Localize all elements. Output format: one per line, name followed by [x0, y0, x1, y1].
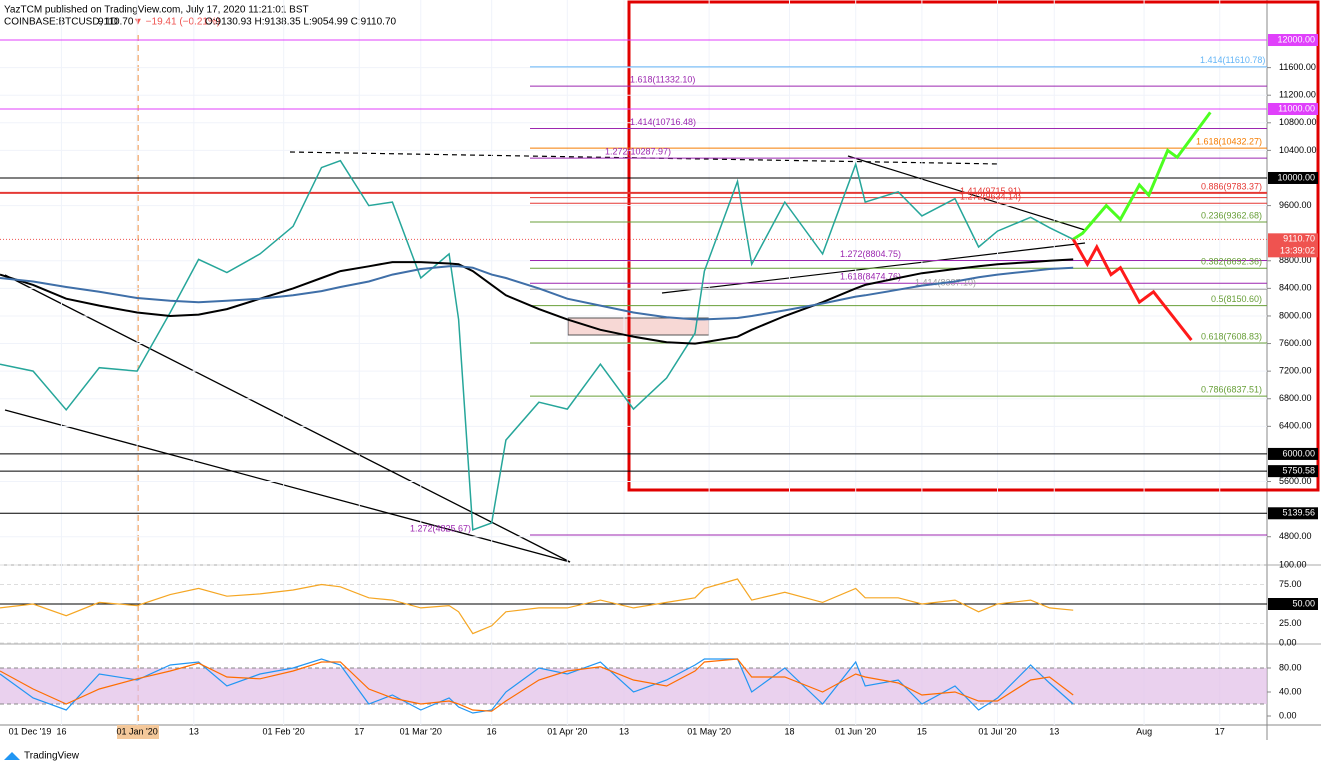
fib-label: 1.618(10432.27) — [1196, 137, 1262, 147]
last-price-tag — [1268, 233, 1318, 258]
date-highlight — [117, 725, 159, 739]
x-tick-label: 18 — [785, 726, 795, 736]
fib-label: 1.414(9715.91) — [960, 186, 1021, 196]
level-tag — [1268, 171, 1318, 184]
y-tick-label: 7600.00 — [1279, 338, 1312, 348]
level-tag-label: 12000.00 — [1277, 34, 1315, 44]
stoch-line — [0, 658, 1074, 712]
level-tag-label: 10000.00 — [1277, 172, 1315, 182]
rsi-tick-label: 50.00 — [1292, 598, 1315, 608]
trendline — [4, 274, 571, 563]
y-tick-label: 7200.00 — [1279, 366, 1312, 376]
stoch-tick-label: 40.00 — [1279, 686, 1302, 696]
stoch-tick-label: 0.00 — [1279, 710, 1297, 720]
price-line — [0, 258, 1074, 345]
y-tick-label: 10800.00 — [1279, 117, 1317, 127]
stoch-band — [0, 668, 1267, 704]
x-tick-label: 16 — [487, 726, 497, 736]
y-tick-label: 5600.00 — [1279, 476, 1312, 486]
ohlc: O:9130.93 H:9138.35 L:9054.99 C:9110.70 — [205, 17, 397, 28]
level-tag-label: 5750.58 — [1282, 466, 1315, 476]
projection — [1072, 111, 1212, 241]
fib-label: 0.786(6837.51) — [1201, 385, 1262, 395]
level-tag — [1268, 102, 1318, 115]
projection — [1071, 238, 1193, 342]
fib-label: 0.382(8692.36) — [1201, 257, 1262, 267]
fib-label: 0.236(9362.68) — [1201, 210, 1262, 220]
change: ▼ −19.41 (−0.21%) — [133, 17, 220, 28]
x-tick-label: 13 — [189, 726, 199, 736]
y-tick-label: 8800.00 — [1279, 255, 1312, 265]
fib-label: 1.414(11610.78) — [1200, 55, 1265, 65]
logo — [4, 752, 20, 760]
fib-label: 1.272(8804.75) — [840, 249, 901, 259]
level-tag — [1268, 465, 1318, 478]
rsi-tick-label: 75.00 — [1279, 579, 1302, 589]
fib-label: 1.272(4825.67) — [410, 523, 471, 533]
x-tick-label: 01 Jun '20 — [835, 726, 876, 736]
fib-label: 0.5(8150.60) — [1211, 294, 1262, 304]
last-price-label: 9110.70 — [1283, 234, 1315, 244]
publisher: YazTCM published on TradingView.com, Jul… — [4, 5, 309, 16]
fib-label: 1.618(11332.10) — [630, 74, 695, 84]
rsi-tick-label: 0.00 — [1279, 637, 1297, 647]
y-tick-label: 11600.00 — [1279, 62, 1316, 72]
x-tick-label: Aug — [1136, 726, 1152, 736]
countdown: 13:39:02 — [1280, 246, 1315, 256]
level-tag-label: 11000.00 — [1278, 103, 1315, 113]
x-tick-label: 15 — [917, 726, 927, 736]
x-tick-label: 17 — [354, 726, 364, 736]
x-tick-label: 01 Jul '20 — [978, 726, 1016, 736]
x-tick-label: 01 Jan '20 — [116, 726, 157, 736]
rsi-mid-tag — [1268, 598, 1318, 610]
fib-label: 1.414(10716.48) — [630, 117, 696, 127]
level-tag — [1268, 507, 1318, 520]
rsi-tick-label: 100.00 — [1279, 559, 1307, 569]
y-tick-label: 8000.00 — [1279, 310, 1312, 320]
last: 9110.70 — [98, 17, 134, 28]
x-tick-label: 01 Feb '20 — [263, 726, 305, 736]
x-tick-label: 17 — [1215, 726, 1225, 736]
footer: TradingView — [24, 751, 80, 762]
x-tick-label: 01 Dec '19 — [9, 726, 52, 736]
x-tick-label: 13 — [1049, 726, 1059, 736]
fib-label: 1.272(9634.14) — [960, 192, 1021, 202]
price-line — [0, 265, 1074, 321]
y-tick-label: 11200.00 — [1279, 90, 1316, 100]
fib-label: 1.272(10287.97) — [605, 146, 671, 156]
x-tick-label: 13 — [619, 726, 629, 736]
y-tick-label: 9600.00 — [1279, 200, 1312, 210]
x-tick-label: 16 — [56, 726, 66, 736]
level-tag-label: 6000.00 — [1282, 448, 1315, 458]
price-line — [0, 159, 1074, 531]
y-tick-label: 10400.00 — [1279, 145, 1317, 155]
fib-label: 0.886(9783.37) — [1201, 181, 1262, 191]
fib-label: 1.618(8474.76) — [840, 272, 901, 282]
stoch-line — [0, 658, 1074, 714]
y-tick-label: 6400.00 — [1279, 421, 1312, 431]
level-tag-label: 5139.56 — [1282, 508, 1315, 518]
x-tick-label: 01 Mar '20 — [400, 726, 442, 736]
level-tag — [1268, 447, 1318, 460]
x-tick-label: 01 Apr '20 — [547, 726, 587, 736]
y-tick-label: 4800.00 — [1279, 531, 1312, 541]
x-tick-label: 01 May '20 — [687, 726, 731, 736]
rsi-tick-label: 25.00 — [1279, 618, 1302, 628]
rsi-line — [0, 578, 1074, 635]
fib-label: 0.618(7608.83) — [1201, 331, 1262, 341]
y-tick-label: 8400.00 — [1279, 283, 1312, 293]
stoch-tick-label: 80.00 — [1279, 662, 1302, 672]
level-tag — [1268, 34, 1318, 47]
y-tick-label: 6800.00 — [1279, 393, 1312, 403]
